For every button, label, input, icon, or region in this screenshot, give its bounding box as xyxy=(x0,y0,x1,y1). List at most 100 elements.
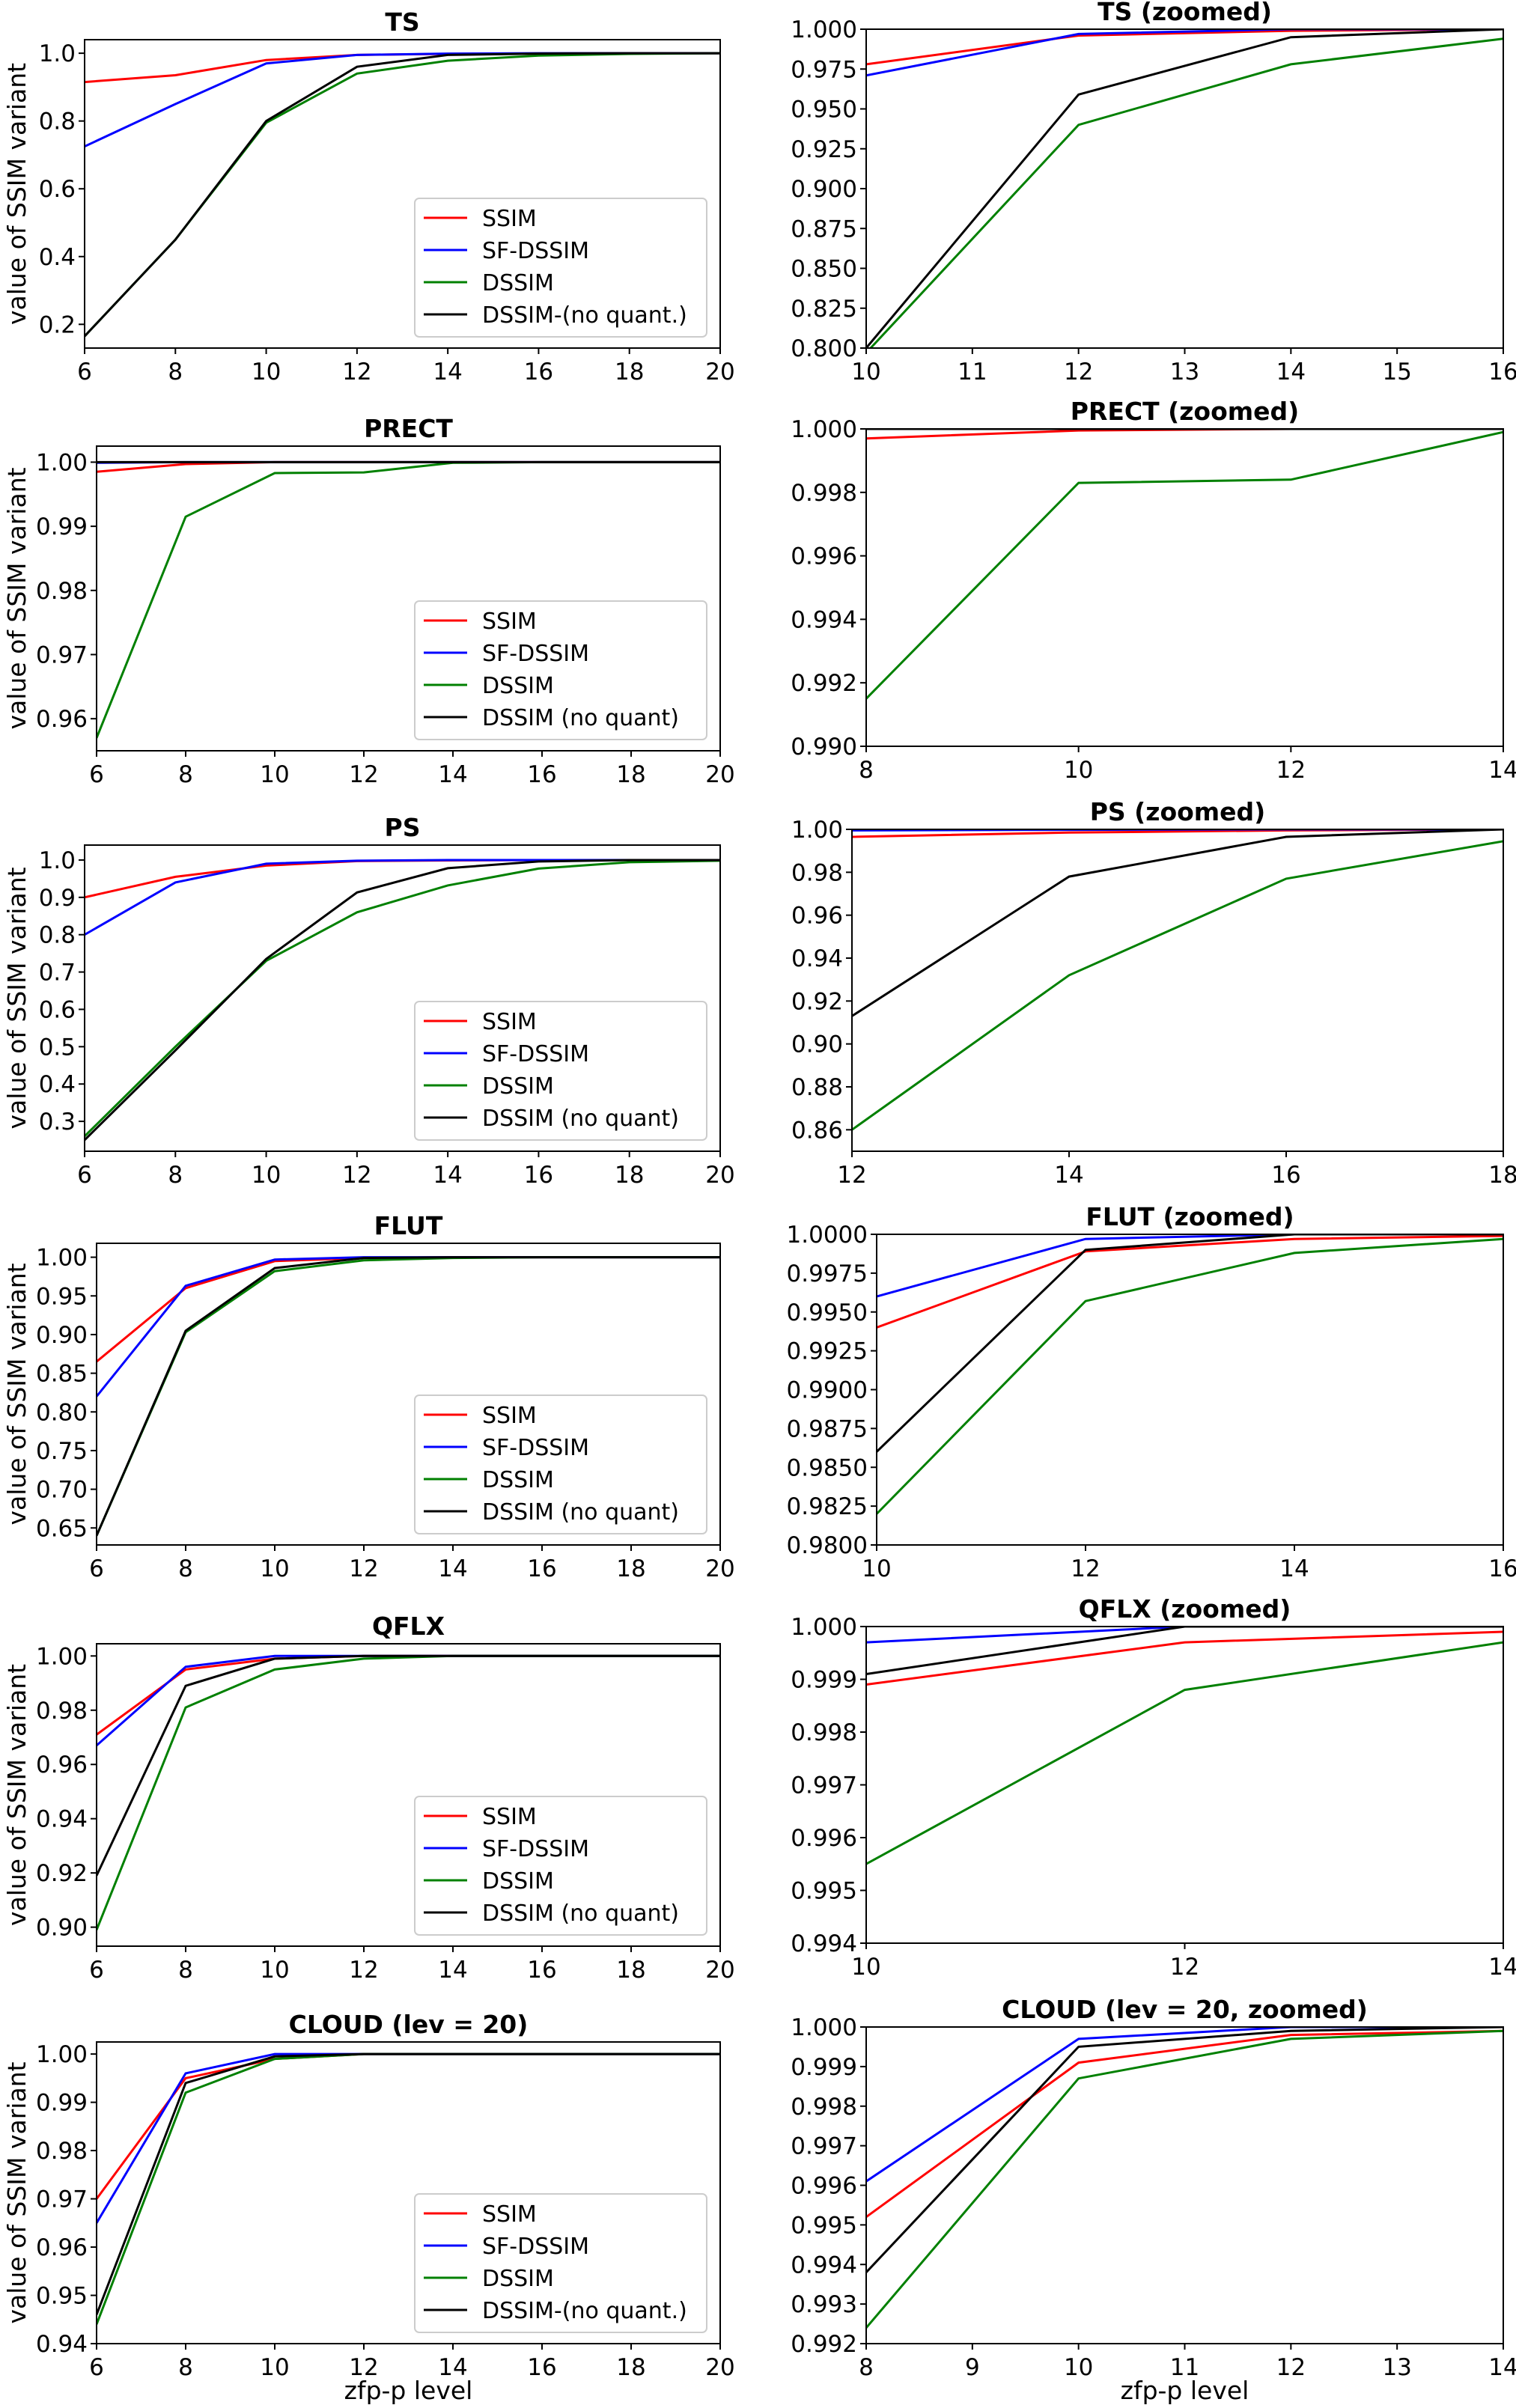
y-tick-label: 1.00 xyxy=(36,1643,88,1670)
legend-box xyxy=(414,198,707,338)
y-axis-label: value of SSIM variant xyxy=(2,1664,31,1926)
x-tick-label: 10 xyxy=(851,359,880,385)
y-tick-label: 0.7 xyxy=(39,960,76,987)
x-tick-label: 18 xyxy=(616,2354,645,2381)
y-tick-label: 0.996 xyxy=(791,2173,857,2200)
series-line-dssim xyxy=(85,859,720,1138)
series-line-noquant xyxy=(866,2027,1503,2273)
y-tick-label: 0.996 xyxy=(791,543,857,570)
legend-box xyxy=(414,1394,707,1534)
x-tick-label: 14 xyxy=(1054,1162,1083,1189)
y-tick-label: 0.6 xyxy=(39,176,76,203)
x-tick-label: 14 xyxy=(1279,1555,1309,1582)
y-tick-label: 0.998 xyxy=(791,1719,857,1746)
series-line-noquant xyxy=(97,1256,720,1537)
y-tick-label: 0.96 xyxy=(791,903,843,930)
x-tick-label: 14 xyxy=(1488,757,1516,784)
series-line-noquant xyxy=(866,29,1503,348)
x-tick-label: 18 xyxy=(616,1555,645,1582)
y-tick-label: 0.998 xyxy=(791,2094,857,2121)
y-tick-label: 0.85 xyxy=(36,1361,88,1388)
y-tick-label: 0.88 xyxy=(791,1074,843,1101)
subplot-6: PS (zoomed) 0.86 0.88 0.90 0.92 0.94 0.96 0.98 1… xyxy=(791,797,1516,1189)
x-tick-label: 16 xyxy=(527,1555,556,1582)
y-tick-label: 0.96 xyxy=(36,706,88,733)
legend-box xyxy=(414,2193,707,2333)
series-line-ssim xyxy=(866,2029,1503,2219)
y-tick-label: 1.00 xyxy=(36,2041,88,2068)
y-tick-label: 0.925 xyxy=(791,136,857,163)
series-line-ssim xyxy=(97,1654,720,1736)
legend-label: SSIM xyxy=(482,1804,537,1830)
x-tick-label: 18 xyxy=(615,359,644,385)
y-tick-label: 0.98 xyxy=(36,578,88,605)
x-tick-label: 12 xyxy=(1276,757,1306,784)
y-tick-label: 0.90 xyxy=(36,1915,88,1942)
x-tick-label: 12 xyxy=(837,1162,866,1189)
x-tick-label: 10 xyxy=(260,1957,289,1984)
x-tick-label: 12 xyxy=(349,1555,378,1582)
x-tick-label: 14 xyxy=(1276,359,1306,385)
plot-frame xyxy=(865,28,1504,349)
x-tick-label: 16 xyxy=(524,359,553,385)
x-tick-label: 14 xyxy=(438,1555,467,1582)
legend: SSIM SF-DSSIM DSSIM DSSIM-(no quant.) xyxy=(414,2193,707,2333)
x-tick-label: 12 xyxy=(349,2354,378,2381)
y-tick-label: 0.3 xyxy=(39,1109,76,1136)
x-tick-label: 20 xyxy=(705,1162,734,1189)
x-tick-label: 8 xyxy=(178,761,193,788)
y-tick-label: 0.94 xyxy=(791,945,843,972)
x-tick-label: 14 xyxy=(438,1957,467,1984)
y-tick-label: 0.995 xyxy=(791,2212,857,2239)
legend-label: SSIM xyxy=(482,2201,537,2228)
y-tick-label: 0.9825 xyxy=(787,1493,868,1520)
legend-label: SF-DSSIM xyxy=(482,238,589,264)
x-tick-label: 16 xyxy=(524,1162,553,1189)
legend-label: SF-DSSIM xyxy=(482,641,589,667)
x-tick-label: 12 xyxy=(342,1162,371,1189)
y-tick-label: 0.98 xyxy=(36,1698,88,1725)
y-tick-label: 0.825 xyxy=(791,296,857,323)
x-tick-label: 18 xyxy=(615,1162,644,1189)
series-line-ssim xyxy=(866,429,1503,440)
y-tick-label: 1.00 xyxy=(36,449,88,476)
y-tick-label: 0.9950 xyxy=(787,1299,868,1326)
y-tick-label: 0.98 xyxy=(36,2138,88,2165)
y-tick-label: 1.0000 xyxy=(787,1222,868,1249)
subplot-title: FLUT (zoomed) xyxy=(1086,1202,1294,1231)
y-tick-label: 1.000 xyxy=(791,16,857,43)
x-tick-label: 16 xyxy=(527,2354,556,2381)
y-tick-label: 0.875 xyxy=(791,216,857,243)
legend-label: SF-DSSIM xyxy=(482,1041,589,1067)
y-tick-label: 0.96 xyxy=(36,2234,88,2261)
y-tick-label: 0.70 xyxy=(36,1477,88,1504)
x-tick-label: 6 xyxy=(89,1957,104,1984)
subplot-9: QFLX 0.90 0.92 0.94 0.96 0.98 1.00 6 8 10 12 14 16 18… xyxy=(2,1612,735,1984)
subplot-title: PS xyxy=(385,813,421,842)
y-tick-label: 0.92 xyxy=(36,1860,88,1887)
y-axis-label: value of SSIM variant xyxy=(2,2061,31,2323)
series-line-sf-dssim xyxy=(866,2027,1503,2183)
y-tick-label: 0.999 xyxy=(791,2054,857,2081)
y-tick-label: 0.97 xyxy=(36,2186,88,2213)
subplot-title: TS xyxy=(385,7,419,37)
legend-label: SSIM xyxy=(482,1009,537,1035)
x-tick-label: 8 xyxy=(178,1555,193,1582)
y-tick-label: 0.86 xyxy=(791,1117,843,1144)
y-tick-label: 0.9975 xyxy=(787,1261,868,1287)
x-tick-label: 14 xyxy=(433,359,462,385)
subplot-title: PRECT (zoomed) xyxy=(1071,397,1299,426)
legend-label: DSSIM xyxy=(482,673,554,699)
x-tick-label: 6 xyxy=(89,1555,104,1582)
x-tick-label: 8 xyxy=(178,2354,193,2381)
series-line-noquant xyxy=(877,1234,1503,1453)
y-tick-label: 0.9900 xyxy=(787,1377,868,1404)
legend: SSIM SF-DSSIM DSSIM DSSIM (no quant) xyxy=(414,600,707,740)
legend-label: SF-DSSIM xyxy=(482,1836,589,1862)
series-line-sf-dssim xyxy=(866,1627,1503,1644)
x-tick-label: 6 xyxy=(89,761,104,788)
y-tick-label: 0.996 xyxy=(791,1825,857,1852)
legend: SSIM SF-DSSIM DSSIM DSSIM (no quant) xyxy=(414,1394,707,1534)
y-tick-label: 0.9850 xyxy=(787,1454,868,1481)
x-tick-label: 18 xyxy=(616,1957,645,1984)
